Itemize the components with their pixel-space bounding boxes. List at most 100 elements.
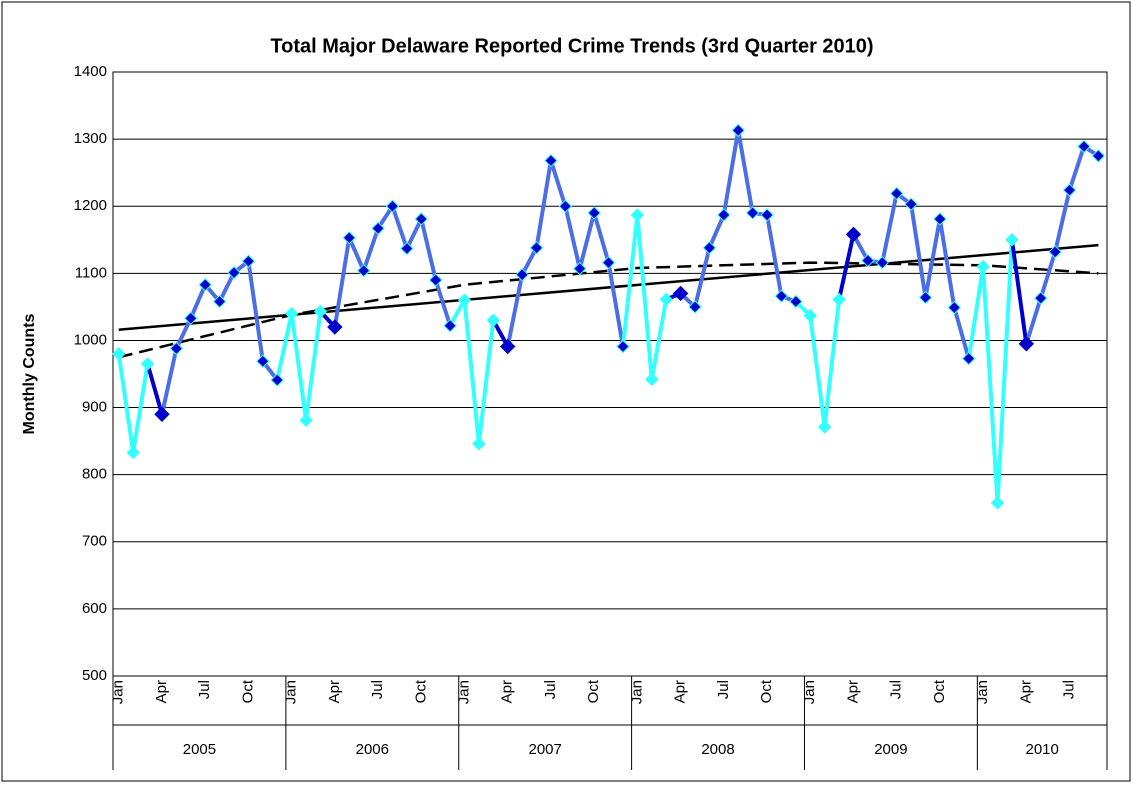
marker (789, 294, 803, 309)
line-segment (577, 210, 597, 271)
marker (875, 255, 889, 270)
line-segment (1009, 237, 1029, 346)
y-tick-label: 1300 (74, 130, 107, 147)
x-tick-label: Apr (844, 680, 861, 703)
marker (284, 306, 299, 321)
marker (356, 263, 371, 278)
x-tick-label: Jul (369, 680, 386, 699)
marker (659, 292, 673, 307)
line-segment (721, 128, 741, 217)
marker (817, 420, 832, 434)
x-tick-label: Oct (412, 679, 429, 703)
line-segment (433, 278, 453, 328)
line-segment (692, 245, 712, 309)
x-tick-label: Oct (931, 679, 948, 703)
y-tick-label: 700 (82, 533, 107, 550)
line-segment (505, 272, 525, 349)
x-tick-label: Apr (153, 680, 170, 703)
line-segment (937, 216, 957, 310)
line-segment (909, 202, 928, 300)
x-tick-label: Jul (1061, 680, 1078, 699)
trend-line (118, 243, 1099, 331)
line-segment (534, 158, 553, 250)
marker (630, 208, 645, 222)
line-segment (304, 309, 323, 423)
marker (745, 206, 760, 220)
marker (472, 437, 486, 451)
marker (731, 123, 745, 138)
line-segment (995, 237, 1014, 505)
x-tick-label: Jan (974, 680, 991, 704)
line-segment (145, 361, 164, 417)
x-tick-label: Jan (455, 680, 472, 704)
group-label: 2010 (1025, 741, 1058, 758)
line-segment (404, 216, 424, 251)
y-tick-label: 1000 (74, 331, 107, 348)
line-segment (1038, 249, 1058, 301)
line-segment (116, 351, 136, 455)
line-segment (419, 216, 438, 283)
marker (845, 226, 862, 243)
x-tick-label: Apr (672, 680, 689, 703)
x-tick-label: Oct (758, 679, 775, 703)
marker (990, 496, 1005, 510)
marker (126, 445, 140, 460)
group-label: 2009 (874, 741, 907, 758)
line-segment (476, 318, 496, 446)
marker (803, 308, 817, 323)
marker (961, 351, 976, 366)
line-segment (822, 297, 842, 430)
line-segment (880, 191, 899, 265)
line-segment (462, 298, 481, 446)
marker (558, 199, 573, 213)
marker (400, 241, 414, 256)
line-segment (808, 313, 827, 430)
marker (184, 311, 198, 326)
marker (457, 293, 472, 307)
marker (112, 347, 126, 361)
x-tick-label: Jan (110, 680, 127, 704)
marker (573, 261, 587, 276)
line-segment (736, 128, 755, 215)
x-tick-label: Jan (628, 680, 645, 704)
marker (385, 199, 400, 213)
marker (976, 259, 990, 274)
marker (443, 318, 457, 333)
marker (861, 253, 875, 268)
group-label: 2008 (701, 741, 734, 758)
line-segment (707, 212, 726, 250)
line-segment (606, 260, 625, 349)
x-tick-label: Jul (196, 680, 213, 699)
marker (1018, 336, 1035, 352)
line-segment (246, 259, 265, 364)
line-segment (1067, 144, 1086, 193)
marker (904, 197, 918, 211)
y-tick-label: 500 (82, 667, 107, 684)
marker (918, 290, 933, 305)
marker (672, 285, 689, 302)
line-segment (1053, 188, 1072, 254)
marker (947, 300, 962, 315)
marker (832, 292, 846, 307)
x-tick-label: Oct (585, 679, 602, 703)
marker (774, 289, 789, 303)
line-segment (520, 245, 539, 277)
line-segment (217, 270, 237, 304)
x-tick-label: Apr (1017, 680, 1034, 703)
line-segment (635, 212, 654, 382)
marker (227, 265, 241, 280)
marker (702, 241, 717, 255)
marker (587, 206, 601, 220)
marker (933, 212, 947, 226)
marker (256, 354, 270, 368)
line-segment (275, 311, 294, 383)
line-segment (952, 305, 971, 361)
y-tick-label: 600 (82, 600, 107, 617)
line-segment (966, 264, 986, 361)
line-segment (390, 204, 409, 251)
y-tick-label: 1400 (74, 63, 107, 80)
line-segment (289, 311, 309, 423)
y-tick-label: 1200 (74, 197, 107, 214)
line-segment (159, 346, 179, 417)
